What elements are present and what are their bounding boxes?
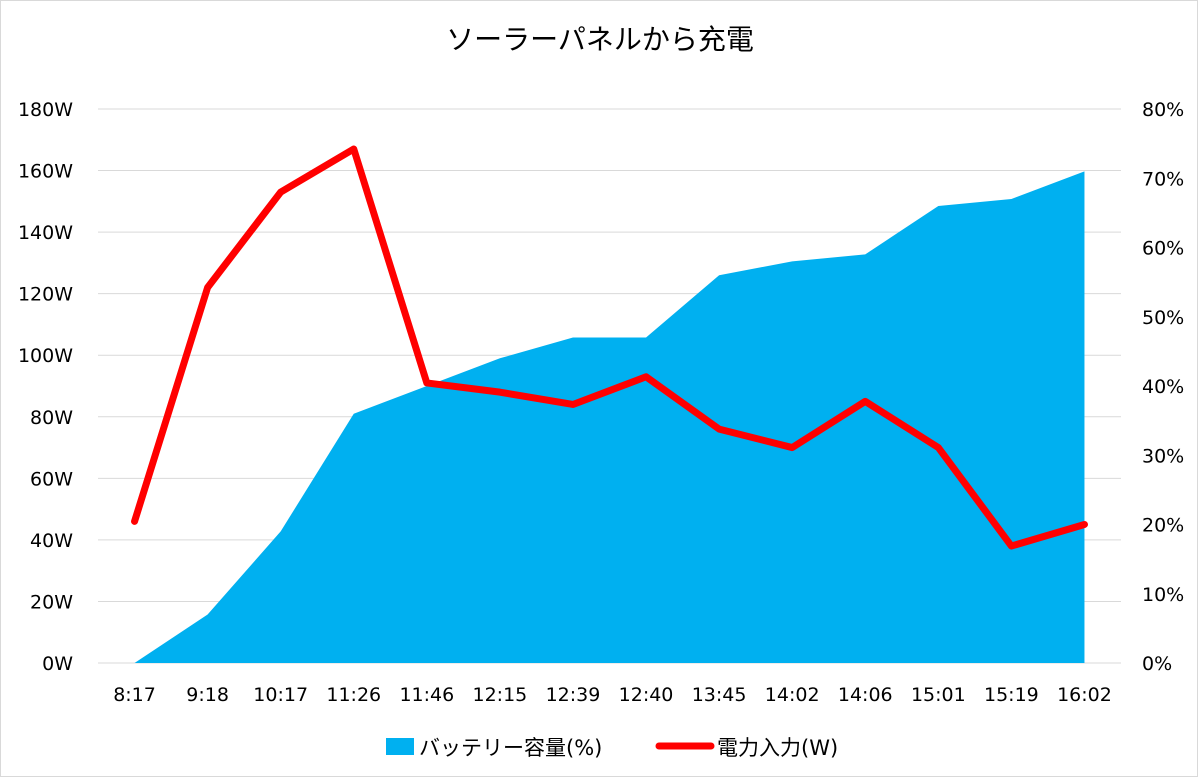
left-tick-label: 160W (18, 161, 73, 183)
battery-area (134, 171, 1085, 663)
left-tick-label: 120W (18, 284, 73, 306)
left-tick-label: 0W (42, 653, 73, 675)
x-tick-label: 11:46 (399, 684, 454, 706)
left-tick-label: 100W (18, 345, 73, 367)
right-tick-label: 80% (1142, 99, 1184, 121)
left-tick-label: 40W (30, 530, 73, 552)
x-tick-label: 9:18 (186, 684, 229, 706)
legend-swatch-battery (386, 738, 414, 755)
x-tick-label: 14:02 (765, 684, 820, 706)
legend-label-power: 電力入力(W) (717, 736, 838, 760)
x-tick-label: 10:17 (253, 684, 308, 706)
legend-label-battery: バッテリー容量(%) (419, 736, 602, 760)
left-axis: 0W 20W 40W 60W 80W 100W 120W 140W 160W 180W (18, 99, 73, 675)
right-axis: 0% 10% 20% 30% 40% 50% 60% 70% 80% (1142, 99, 1184, 675)
chart-title: ソーラーパネルから充電 (446, 23, 754, 56)
x-tick-label: 13:45 (692, 684, 747, 706)
right-tick-label: 60% (1142, 238, 1184, 260)
power-line (131, 145, 1088, 550)
left-tick-label: 180W (18, 99, 73, 121)
right-tick-label: 40% (1142, 376, 1184, 398)
x-axis: 8:17 9:18 10:17 11:26 11:46 12:15 12:39 12:40 13… (113, 684, 1112, 706)
x-tick-label: 15:19 (984, 684, 1039, 706)
x-tick-label: 15:01 (911, 684, 966, 706)
right-tick-label: 70% (1142, 168, 1184, 190)
power-line-series (131, 145, 1088, 550)
right-tick-label: 20% (1142, 515, 1184, 537)
right-tick-label: 10% (1142, 584, 1184, 606)
legend: バッテリー容量(%) 電力入力(W) (386, 736, 838, 760)
battery-area-series (134, 171, 1085, 663)
left-tick-label: 20W (30, 591, 73, 613)
left-tick-label: 80W (30, 407, 73, 429)
x-tick-label: 12:40 (619, 684, 674, 706)
x-tick-label: 12:39 (546, 684, 601, 706)
right-tick-label: 0% (1142, 653, 1172, 675)
x-tick-label: 12:15 (473, 684, 528, 706)
left-tick-label: 140W (18, 222, 73, 244)
x-tick-label: 16:02 (1057, 684, 1112, 706)
left-tick-label: 60W (30, 468, 73, 490)
x-tick-label: 8:17 (113, 684, 156, 706)
x-tick-label: 14:06 (838, 684, 893, 706)
right-tick-label: 50% (1142, 307, 1184, 329)
x-tick-label: 11:26 (326, 684, 381, 706)
right-tick-label: 30% (1142, 445, 1184, 467)
